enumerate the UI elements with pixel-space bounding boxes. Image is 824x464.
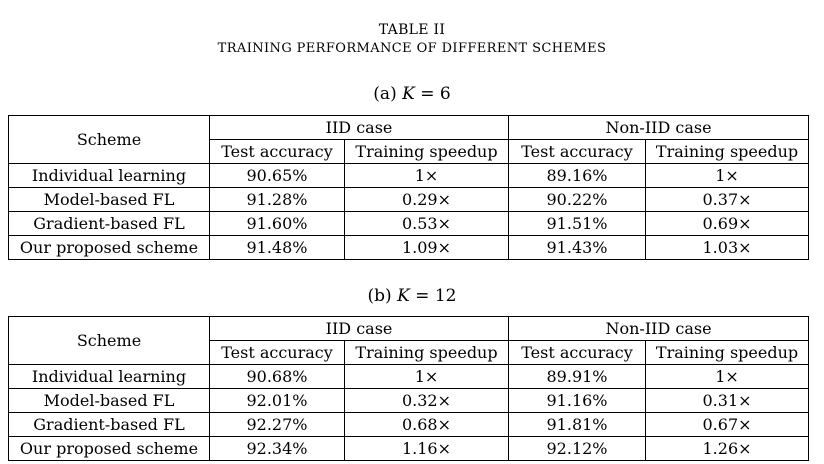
- table-row: Our proposed scheme 92.34% 1.16× 92.12% …: [8, 436, 810, 461]
- noniid-training-speedup-header: Training speedup: [645, 340, 810, 365]
- scheme-header: Scheme: [8, 316, 210, 365]
- scheme-cell: Model-based FL: [8, 388, 210, 413]
- iid-speedup-cell: 1×: [343, 163, 510, 188]
- noniid-speedup-cell: 0.37×: [645, 187, 810, 212]
- noniid-test-accuracy-header: Test accuracy: [508, 139, 647, 164]
- caption-variable: K: [397, 286, 410, 306]
- scheme-cell: Our proposed scheme: [8, 235, 210, 260]
- noniid-speedup-cell: 0.31×: [645, 388, 810, 413]
- caption-value: = 6: [414, 84, 451, 104]
- header-row-sub: Test accuracy Training speedup Test accu…: [9, 340, 810, 365]
- scheme-cell: Individual learning: [8, 364, 210, 389]
- table-row: Model-based FL 92.01% 0.32× 91.16% 0.31×: [8, 388, 810, 413]
- header-row-sub: Test accuracy Training speedup Test accu…: [9, 139, 810, 164]
- iid-accuracy-cell: 92.27%: [209, 412, 345, 437]
- noniid-test-accuracy-header: Test accuracy: [508, 340, 647, 365]
- noniid-case-header: Non-IID case: [508, 316, 810, 341]
- iid-accuracy-cell: 90.68%: [209, 364, 345, 389]
- noniid-speedup-cell: 1.26×: [645, 436, 810, 461]
- iid-training-speedup-header: Training speedup: [343, 139, 510, 164]
- noniid-accuracy-cell: 91.51%: [508, 211, 647, 236]
- noniid-accuracy-cell: 91.43%: [508, 235, 647, 260]
- noniid-speedup-cell: 1.03×: [645, 235, 810, 260]
- iid-speedup-cell: 1.16×: [343, 436, 510, 461]
- scheme-cell: Individual learning: [8, 163, 210, 188]
- iid-test-accuracy-header: Test accuracy: [209, 340, 345, 365]
- caption-value: = 12: [409, 286, 457, 306]
- iid-speedup-cell: 1×: [343, 364, 510, 389]
- noniid-training-speedup-header: Training speedup: [645, 139, 810, 164]
- caption-variable: K: [402, 84, 415, 104]
- noniid-speedup-cell: 1×: [645, 163, 810, 188]
- caption-prefix: (a): [373, 84, 397, 104]
- table-row: Gradient-based FL 92.27% 0.68× 91.81% 0.…: [8, 412, 810, 437]
- results-table-b: Scheme IID case Non-IID case Test accura…: [8, 316, 810, 461]
- scheme-cell: Gradient-based FL: [8, 412, 210, 437]
- iid-speedup-cell: 0.68×: [343, 412, 510, 437]
- noniid-speedup-cell: 0.69×: [645, 211, 810, 236]
- iid-accuracy-cell: 91.28%: [209, 187, 345, 212]
- caption-prefix: (b): [367, 286, 392, 306]
- iid-accuracy-cell: 92.34%: [209, 436, 345, 461]
- header-row-top: Scheme IID case Non-IID case: [8, 115, 810, 164]
- scheme-header: Scheme: [8, 115, 210, 164]
- table-row: Gradient-based FL 91.60% 0.53× 91.51% 0.…: [8, 211, 810, 236]
- subtable-caption-b: (b) K = 12: [0, 286, 824, 306]
- noniid-speedup-cell: 1×: [645, 364, 810, 389]
- noniid-accuracy-cell: 91.81%: [508, 412, 647, 437]
- noniid-accuracy-cell: 91.16%: [508, 388, 647, 413]
- subtable-caption-a: (a) K = 6: [0, 84, 824, 104]
- scheme-cell: Model-based FL: [8, 187, 210, 212]
- table-label: TABLE II: [378, 22, 446, 38]
- table-row: Model-based FL 91.28% 0.29× 90.22% 0.37×: [8, 187, 810, 212]
- iid-accuracy-cell: 92.01%: [209, 388, 345, 413]
- iid-accuracy-cell: 91.48%: [209, 235, 345, 260]
- noniid-accuracy-cell: 89.91%: [508, 364, 647, 389]
- iid-case-header: IID case: [208, 316, 510, 341]
- scheme-cell: Gradient-based FL: [8, 211, 210, 236]
- iid-speedup-cell: 0.32×: [343, 388, 510, 413]
- table-row: Our proposed scheme 91.48% 1.09× 91.43% …: [8, 235, 810, 260]
- table-caption: TRAINING PERFORMANCE OF DIFFERENT SCHEME…: [217, 41, 607, 56]
- table-row: Individual learning 90.65% 1× 89.16% 1×: [8, 163, 810, 188]
- scheme-cell: Our proposed scheme: [8, 436, 210, 461]
- iid-accuracy-cell: 91.60%: [209, 211, 345, 236]
- iid-test-accuracy-header: Test accuracy: [209, 139, 345, 164]
- header-row-top: Scheme IID case Non-IID case: [8, 316, 810, 365]
- iid-speedup-cell: 0.53×: [343, 211, 510, 236]
- noniid-case-header: Non-IID case: [508, 115, 810, 140]
- results-table-a: Scheme IID case Non-IID case Test accura…: [8, 115, 810, 260]
- iid-training-speedup-header: Training speedup: [343, 340, 510, 365]
- iid-accuracy-cell: 90.65%: [209, 163, 345, 188]
- noniid-accuracy-cell: 90.22%: [508, 187, 647, 212]
- iid-case-header: IID case: [208, 115, 510, 140]
- table-row: Individual learning 90.68% 1× 89.91% 1×: [8, 364, 810, 389]
- noniid-speedup-cell: 0.67×: [645, 412, 810, 437]
- iid-speedup-cell: 0.29×: [343, 187, 510, 212]
- noniid-accuracy-cell: 92.12%: [508, 436, 647, 461]
- iid-speedup-cell: 1.09×: [343, 235, 510, 260]
- noniid-accuracy-cell: 89.16%: [508, 163, 647, 188]
